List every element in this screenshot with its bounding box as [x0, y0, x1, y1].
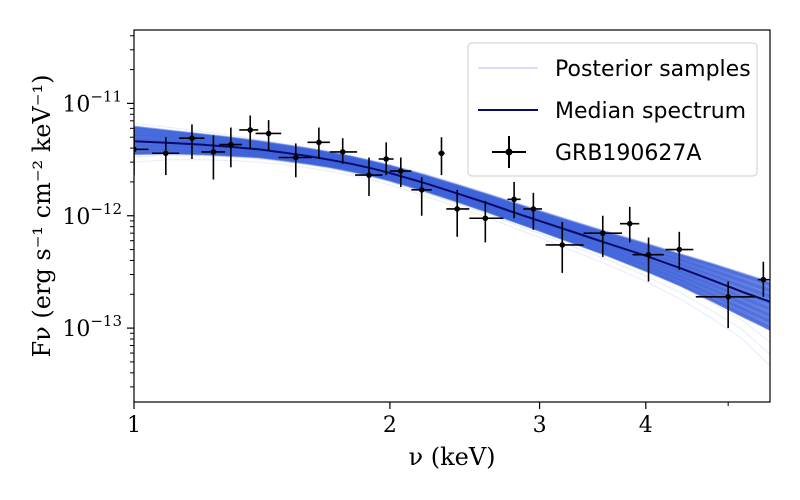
point-marker — [134, 146, 137, 153]
data-point — [239, 115, 259, 150]
x-tick-label: 3 — [533, 413, 547, 438]
posterior-sample-curve — [134, 159, 770, 367]
data-point — [355, 157, 383, 196]
data-point — [665, 231, 694, 270]
posterior-core-fill — [134, 126, 770, 331]
data-point — [134, 128, 149, 176]
data-point — [152, 137, 180, 176]
point-marker — [418, 187, 425, 193]
data-point — [545, 221, 584, 273]
data-point — [219, 127, 243, 168]
data-point — [446, 189, 470, 237]
point-marker — [316, 139, 322, 146]
y-axis-label: Fν (erg s⁻¹ cm⁻² keV⁻¹) — [28, 75, 56, 358]
point-marker — [247, 127, 254, 133]
y-tick-label: 10−12 — [62, 200, 122, 230]
point-marker — [645, 251, 652, 258]
point-marker — [163, 150, 169, 157]
point-marker — [454, 206, 460, 212]
posterior-sample-curve — [134, 122, 770, 285]
legend-label-median: Median spectrum — [555, 99, 746, 124]
legend-swatch-grb-marker — [505, 148, 513, 156]
legend-box — [467, 42, 758, 177]
point-marker — [189, 135, 195, 142]
data-point — [378, 142, 394, 176]
legend-label-posterior: Posterior samples — [555, 57, 751, 82]
legend: Posterior samples Median spectrum GRB190… — [467, 42, 758, 177]
posterior-sample-curve — [134, 154, 770, 355]
plot-frame — [133, 29, 771, 403]
axis-ticks: 1 2 3 4 10−11 10−12 10−13 — [62, 35, 729, 438]
point-marker — [725, 293, 731, 300]
point-marker — [626, 220, 633, 227]
data-point — [523, 192, 543, 230]
x-axis-label: ν (keV) — [408, 443, 495, 471]
data-point — [583, 215, 622, 257]
data-point — [438, 137, 445, 176]
data-point — [619, 206, 640, 243]
data-point — [329, 138, 358, 164]
data-point — [201, 135, 226, 180]
point-marker — [339, 149, 346, 155]
x-tick-label: 1 — [127, 413, 141, 438]
data-point — [695, 281, 756, 329]
data-point — [179, 124, 205, 159]
point-marker — [265, 130, 272, 137]
point-marker — [398, 168, 404, 174]
data-point — [389, 157, 412, 188]
point-marker — [383, 156, 389, 162]
data-point — [278, 143, 313, 178]
data-point — [411, 177, 432, 216]
data-point — [307, 127, 330, 159]
point-marker — [228, 141, 234, 148]
point-marker — [760, 276, 767, 283]
data-point — [255, 120, 282, 151]
x-tick-label: 2 — [383, 413, 397, 438]
legend-label-grb: GRB190627A — [555, 141, 701, 166]
point-marker — [210, 149, 217, 155]
grb-data-points — [134, 115, 770, 329]
point-marker — [559, 242, 566, 248]
y-tick-label: 10−13 — [62, 312, 122, 342]
y-tick-label: 10−11 — [62, 87, 122, 117]
data-point — [507, 181, 521, 219]
x-tick-label: 4 — [639, 413, 653, 438]
point-marker — [511, 196, 517, 203]
median-spectrum-line — [134, 140, 770, 303]
point-marker — [438, 150, 445, 157]
point-marker — [366, 172, 372, 178]
point-marker — [292, 154, 299, 161]
point-marker — [599, 230, 606, 236]
point-marker — [530, 206, 537, 212]
data-point — [757, 261, 770, 297]
data-point — [469, 201, 504, 243]
point-marker — [676, 246, 683, 253]
point-marker — [482, 215, 489, 222]
data-point — [632, 237, 664, 282]
